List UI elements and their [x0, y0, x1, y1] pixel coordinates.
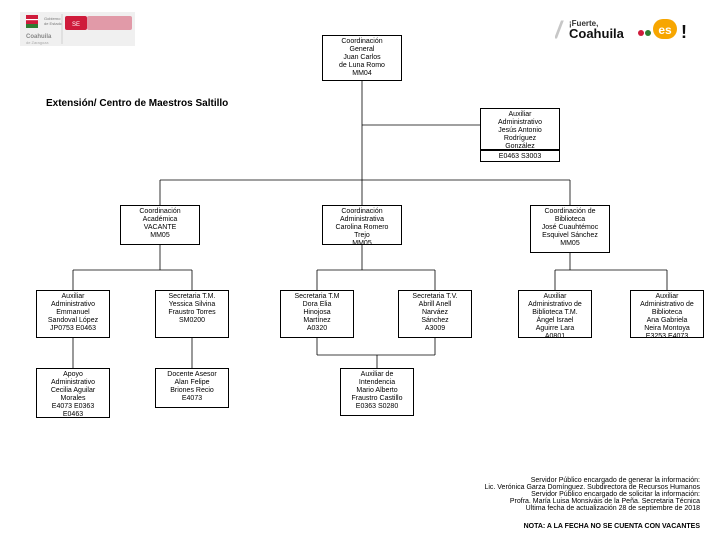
- org-box-root: Coordinación General Juan Carlos de Luna…: [322, 35, 402, 81]
- page-title: Extensión/ Centro de Maestros Saltillo: [46, 98, 228, 109]
- footer-credits: Servidor Público encargado de generar la…: [484, 477, 700, 512]
- org-chart-stage: SE Gobierno de Estado Coahuila de Zarago…: [0, 0, 720, 540]
- gov-logo-left: SE Gobierno de Estado Coahuila de Zarago…: [20, 12, 135, 46]
- footer-note: NOTA: A LA FECHA NO SE CUENTA CON VACANT…: [524, 523, 700, 530]
- org-box-a1: Auxiliar Administrativo Emmanuel Sandova…: [36, 290, 110, 338]
- org-box-b1: Apoyo Administrativo Cecilia Aguilar Mor…: [36, 368, 110, 418]
- coahuila-es-logo: / ¡Fuerte, Coahuila es !: [555, 16, 695, 42]
- svg-text:es: es: [658, 23, 672, 37]
- org-box-c_adm: Coordinación Administrativa Carolina Rom…: [322, 205, 402, 245]
- org-box-c_aca: Coordinación Académica VACANTE MM05: [120, 205, 200, 245]
- svg-text:de Zaragoza: de Zaragoza: [26, 40, 49, 45]
- org-box-b2: Docente Asesor Alan Felipe Briones Recio…: [155, 368, 229, 408]
- org-box-c_bib: Coordinación de Biblioteca José Cuauhtém…: [530, 205, 610, 253]
- se-logo: SE: [72, 22, 80, 28]
- org-box-b3: Auxiliar de Intendencia Mario Alberto Fr…: [340, 368, 414, 416]
- org-box-aux_g2: E0463 S3003: [480, 150, 560, 162]
- org-box-aux_g: Auxiliar Administrativo Jesús Antonio Ro…: [480, 108, 560, 150]
- org-box-a4: Secretaria T.V. Abrill Anell Narváez Sán…: [398, 290, 472, 338]
- org-box-a2: Secretaria T.M. Yessica Silvina Fraustro…: [155, 290, 229, 338]
- org-box-a5: Auxiliar Administrativo de Biblioteca T.…: [518, 290, 592, 338]
- svg-text:!: !: [681, 22, 687, 42]
- svg-text:Coahuila: Coahuila: [569, 26, 625, 41]
- org-box-a3: Secretaria T.M Dora Elia Hinojosa Martín…: [280, 290, 354, 338]
- svg-text:/: /: [555, 17, 564, 42]
- svg-text:de Estado: de Estado: [44, 21, 63, 26]
- connectors: [0, 0, 720, 540]
- org-box-a6: Auxiliar Administrativo de Biblioteca An…: [630, 290, 704, 338]
